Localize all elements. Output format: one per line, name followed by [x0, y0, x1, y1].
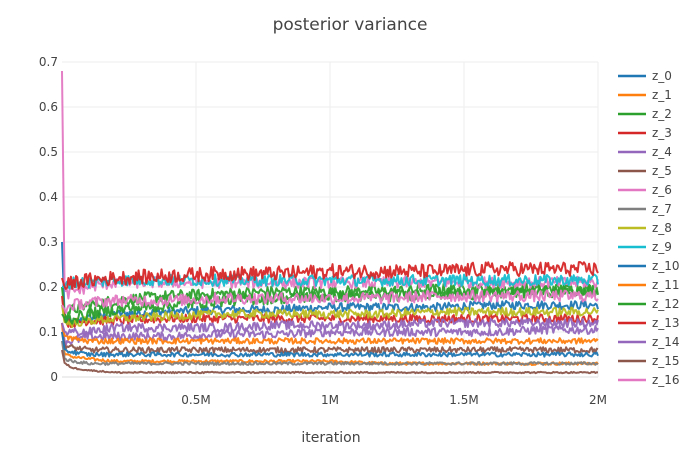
y-tick-label: 0.5 [39, 145, 58, 159]
legend-item[interactable]: z_6 [618, 183, 672, 197]
legend-label: z_9 [652, 240, 672, 254]
series-line-z-10 [61, 331, 599, 358]
legend-item[interactable]: z_9 [618, 240, 672, 254]
y-tick-label: 0 [50, 370, 58, 384]
legend-label: z_7 [652, 202, 672, 216]
legend-item[interactable]: z_11 [618, 278, 680, 292]
legend-label: z_5 [652, 164, 672, 178]
legend-label: z_3 [652, 126, 672, 140]
legend-label: z_15 [652, 354, 680, 368]
legend-item[interactable]: z_4 [618, 145, 672, 159]
legend-item[interactable]: z_8 [618, 221, 672, 235]
legend-label: z_16 [652, 373, 680, 387]
legend-item[interactable]: z_10 [618, 259, 680, 273]
legend-label: z_2 [652, 107, 672, 121]
series-line-z-14 [61, 317, 599, 337]
legend-label: z_10 [652, 259, 680, 273]
legend-label: z_14 [652, 335, 680, 349]
series-line-z-16 [61, 289, 599, 314]
series-line-z-5 [61, 331, 599, 354]
y-tick-label: 0.2 [39, 280, 58, 294]
legend-item[interactable]: z_7 [618, 202, 672, 216]
legend-label: z_11 [652, 278, 680, 292]
legend-item[interactable]: z_0 [618, 69, 672, 83]
x-axis-ticks: 0.5M 1M 1.5M 2M [181, 393, 607, 407]
legend-item[interactable]: z_14 [618, 335, 680, 349]
legend-label: z_0 [652, 69, 672, 83]
series-lines [61, 70, 599, 375]
legend-item[interactable]: z_16 [618, 373, 680, 387]
x-tick-label: 0.5M [181, 393, 210, 407]
legend-item[interactable]: z_2 [618, 107, 672, 121]
legend[interactable]: z_0 z_1 z_2 z_3 z_4 z_5 z_6 z_7 z_8 z_9 z_10 z_11 z_… [618, 69, 680, 387]
series-line-z-13 [61, 261, 599, 290]
y-tick-label: 0.6 [39, 100, 58, 114]
series-line-z-9 [62, 273, 599, 290]
x-axis-label: iteration [301, 430, 360, 446]
series-line-z-0 [61, 241, 599, 327]
legend-label: z_12 [652, 297, 680, 311]
x-tick-label: 2M [589, 393, 607, 407]
legend-label: z_8 [652, 221, 672, 235]
y-axis-ticks: 0 0.1 0.2 0.3 0.4 0.5 0.6 0.7 [39, 55, 58, 384]
series-line-z-2 [61, 282, 599, 319]
legend-label: z_1 [652, 88, 672, 102]
grid [62, 61, 599, 378]
chart-title: posterior variance [273, 15, 428, 35]
x-tick-label: 1M [321, 393, 339, 407]
x-tick-label: 1.5M [449, 393, 478, 407]
legend-item[interactable]: z_3 [618, 126, 672, 140]
y-tick-label: 0.3 [39, 235, 58, 249]
legend-label: z_6 [652, 183, 672, 197]
legend-item[interactable]: z_15 [618, 354, 680, 368]
series-line-z-11 [61, 322, 599, 345]
legend-label: z_4 [652, 145, 672, 159]
legend-item[interactable]: z_5 [618, 164, 672, 178]
legend-item[interactable]: z_1 [618, 88, 672, 102]
series-line-z-15 [61, 349, 599, 375]
y-tick-label: 0.7 [39, 55, 58, 69]
legend-label: z_13 [652, 316, 680, 330]
legend-item[interactable]: z_13 [618, 316, 680, 330]
series-line-z-8 [61, 304, 599, 329]
legend-item[interactable]: z_12 [618, 297, 680, 311]
y-tick-label: 0.1 [39, 325, 58, 339]
y-tick-label: 0.4 [39, 190, 58, 204]
series-line-z-7 [61, 340, 599, 366]
